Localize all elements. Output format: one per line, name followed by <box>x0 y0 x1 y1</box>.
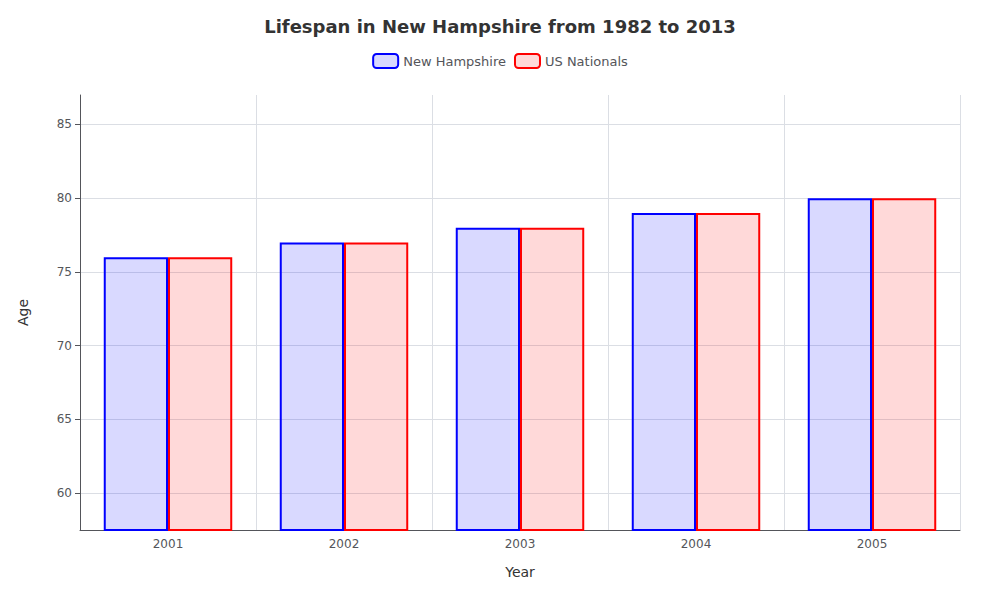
svg-text:75: 75 <box>57 265 72 279</box>
svg-text:Lifespan in New Hampshire from: Lifespan in New Hampshire from 1982 to 2… <box>264 16 736 37</box>
svg-text:US Nationals: US Nationals <box>545 54 628 69</box>
svg-text:70: 70 <box>57 339 72 353</box>
svg-text:60: 60 <box>57 486 72 500</box>
svg-text:2005: 2005 <box>857 537 888 551</box>
svg-text:2003: 2003 <box>505 537 536 551</box>
svg-text:2002: 2002 <box>329 537 360 551</box>
svg-text:New Hampshire: New Hampshire <box>403 54 506 69</box>
svg-text:65: 65 <box>57 412 72 426</box>
svg-text:85: 85 <box>57 117 72 131</box>
svg-text:80: 80 <box>57 191 72 205</box>
svg-text:2001: 2001 <box>153 537 184 551</box>
svg-text:Year: Year <box>504 564 535 580</box>
svg-text:2004: 2004 <box>681 537 712 551</box>
svg-text:Age: Age <box>15 299 31 326</box>
